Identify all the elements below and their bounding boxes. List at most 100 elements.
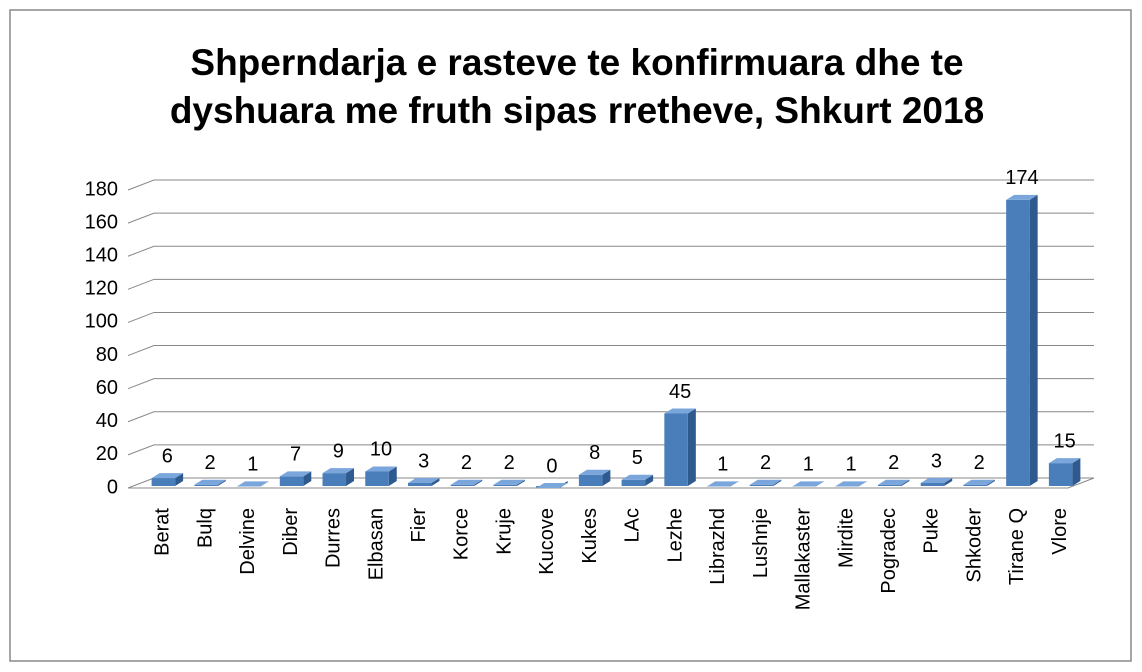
- bar: [749, 479, 782, 486]
- x-tick-label: Durres: [323, 508, 345, 568]
- grid-line: [127, 278, 1094, 290]
- value-label: 2: [760, 452, 771, 474]
- bar-top: [322, 468, 355, 474]
- grid-line: [127, 378, 1094, 390]
- bar-front: [365, 471, 389, 486]
- floor: [128, 477, 1095, 489]
- grid-line: [127, 245, 1094, 257]
- bar: [707, 481, 739, 487]
- grid-line: [127, 345, 1094, 357]
- bar-front: [749, 484, 774, 486]
- grid-line: [127, 179, 1094, 191]
- bar-side: [175, 473, 184, 486]
- y-tick-label: 160: [85, 211, 118, 233]
- bar: [920, 478, 953, 486]
- x-tick-label: Shkoder: [963, 508, 985, 583]
- value-label: 1: [803, 454, 814, 476]
- bar-front: [407, 483, 432, 486]
- x-tick-label: Lezhe: [664, 508, 686, 563]
- bar-top: [877, 479, 910, 485]
- bar-side: [474, 479, 483, 486]
- value-label: 2: [888, 452, 899, 474]
- x-tick-label: Diber: [280, 508, 302, 556]
- bar: [664, 408, 696, 486]
- x-tick-label: Delvine: [237, 508, 259, 575]
- bar-side: [986, 479, 995, 486]
- bar-top: [151, 473, 184, 479]
- y-tick-label: 140: [85, 245, 118, 267]
- x-tick-label: Lushnje: [750, 508, 772, 578]
- grid-line: [127, 212, 1094, 224]
- x-tick-label: Kukes: [579, 508, 601, 564]
- value-label: 2: [461, 452, 472, 474]
- bar-side: [773, 479, 782, 486]
- bar: [151, 473, 184, 486]
- bar-side: [901, 479, 910, 486]
- x-tick-label: Kucove: [536, 508, 558, 575]
- bar: [450, 479, 483, 486]
- bar: [835, 481, 867, 487]
- chart-title: Shperndarja e rasteve te konfirmuara dhe…: [190, 42, 963, 83]
- bar-top: [450, 479, 483, 485]
- bar-top: [194, 479, 226, 485]
- x-tick-label: Elbasan: [365, 508, 387, 580]
- bar: [407, 478, 440, 486]
- bar-side: [944, 478, 953, 486]
- bar-side: [516, 479, 525, 486]
- x-tick-label: Korce: [451, 508, 473, 560]
- bar-side: [1072, 458, 1081, 486]
- x-tick-label: Bulq: [194, 508, 216, 548]
- bar: [792, 481, 825, 487]
- value-label: 1: [247, 454, 258, 476]
- bar-top: [578, 469, 611, 475]
- bar: [194, 479, 226, 486]
- x-tick-label: Berat: [152, 508, 174, 556]
- bar: [322, 468, 355, 486]
- bar-front: [450, 484, 475, 486]
- bar-front: [578, 474, 603, 486]
- bar-top: [749, 479, 782, 485]
- chart-title: dyshuara me fruth sipas rretheve, Shkurt…: [170, 90, 984, 131]
- bar: [1048, 458, 1081, 486]
- bar-front: [963, 484, 987, 486]
- bar-front: [151, 478, 176, 486]
- bar-front: [1048, 463, 1073, 486]
- bar-front: [493, 484, 517, 486]
- bar-top: [365, 466, 397, 472]
- grid-line: [127, 444, 1094, 456]
- bar-top: [920, 478, 953, 484]
- bar-front: [1006, 199, 1030, 486]
- bar-front: [194, 484, 218, 486]
- bar-side: [1029, 194, 1038, 486]
- value-label: 2: [205, 452, 216, 474]
- value-label: 3: [418, 450, 429, 472]
- bar-front: [279, 476, 304, 486]
- bar-front: [920, 483, 945, 486]
- bar-side: [431, 478, 440, 486]
- bar-top: [536, 483, 568, 488]
- bar-top: [707, 481, 739, 487]
- x-tick-label: Kruje: [493, 508, 515, 555]
- bar-side: [602, 469, 611, 486]
- value-label: 3: [931, 450, 942, 472]
- x-tick-label: Tirane Q: [1006, 508, 1028, 585]
- bar-top: [963, 479, 995, 485]
- y-tick-label: 20: [96, 443, 118, 465]
- chart-frame: [9, 9, 1132, 662]
- value-label: 45: [669, 381, 691, 403]
- bar-side: [388, 466, 397, 486]
- bar: [1006, 194, 1038, 486]
- bar-top: [835, 481, 867, 487]
- x-tick-label: Puke: [921, 508, 943, 554]
- grid-line: [127, 411, 1094, 423]
- bar-top: [1006, 194, 1038, 200]
- y-tick-label: 0: [107, 476, 118, 498]
- bar-side: [645, 474, 654, 486]
- value-label: 5: [632, 447, 643, 469]
- bar: [279, 471, 312, 486]
- x-tick-label: Vlore: [1049, 508, 1071, 555]
- x-tick-label: Librazhd: [707, 508, 729, 585]
- bar: [963, 479, 995, 486]
- bar-top: [621, 474, 654, 480]
